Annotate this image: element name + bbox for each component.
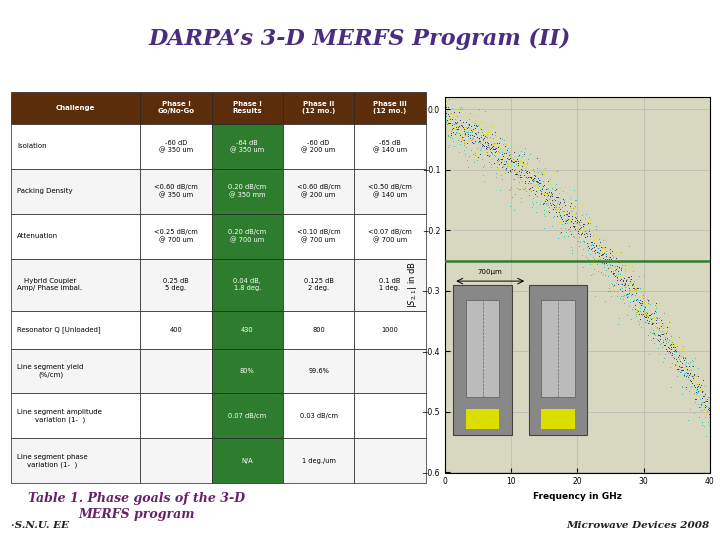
Text: Isolation: Isolation — [17, 143, 47, 150]
Text: N/A: N/A — [241, 458, 253, 464]
Bar — [140, 92, 212, 124]
Text: 800: 800 — [312, 327, 325, 333]
Text: Microwave Devices 2008: Microwave Devices 2008 — [566, 521, 709, 530]
Text: 0.20 dB/cm
@ 350 mm: 0.20 dB/cm @ 350 mm — [228, 185, 266, 198]
Text: <0.60 dB/cm
@ 200 um: <0.60 dB/cm @ 200 um — [297, 185, 341, 198]
Text: 99.6%: 99.6% — [308, 368, 329, 374]
Text: Attenuation: Attenuation — [17, 233, 58, 239]
Bar — [212, 259, 283, 310]
Bar — [11, 438, 140, 483]
Text: DARPA’s 3-D MERFS Program (II): DARPA’s 3-D MERFS Program (II) — [149, 28, 571, 50]
Text: 0.07 dB/cm: 0.07 dB/cm — [228, 413, 266, 419]
Bar — [11, 214, 140, 259]
Bar — [283, 214, 354, 259]
Bar — [354, 169, 426, 214]
Bar — [354, 438, 426, 483]
Bar — [354, 394, 426, 438]
Bar — [283, 124, 354, 169]
Bar — [11, 310, 140, 348]
Bar — [140, 348, 212, 394]
Bar — [140, 394, 212, 438]
Text: 1 deg./um: 1 deg./um — [302, 458, 336, 464]
Text: Phase II
(12 mo.): Phase II (12 mo.) — [302, 102, 336, 114]
Text: <0.10 dB/cm
@ 700 um: <0.10 dB/cm @ 700 um — [297, 230, 341, 243]
Text: <0.60 dB/cm
@ 350 um: <0.60 dB/cm @ 350 um — [154, 185, 198, 198]
Bar — [11, 394, 140, 438]
Text: Challenge: Challenge — [56, 105, 95, 111]
Text: 400: 400 — [170, 327, 182, 333]
Text: ·S.N.U. EE: ·S.N.U. EE — [11, 521, 68, 530]
Bar — [212, 124, 283, 169]
Text: Resonator Q [Unloaded]: Resonator Q [Unloaded] — [17, 326, 101, 333]
Bar — [283, 348, 354, 394]
Bar — [354, 124, 426, 169]
Text: Hybrid Coupler
Amp/ Phase imbal.: Hybrid Coupler Amp/ Phase imbal. — [17, 278, 82, 291]
Text: -64 dB
@ 350 um: -64 dB @ 350 um — [230, 139, 264, 153]
Bar — [140, 124, 212, 169]
Text: 0.03 dB/cm: 0.03 dB/cm — [300, 413, 338, 419]
Text: Phase I
Results: Phase I Results — [233, 102, 262, 114]
Bar — [283, 310, 354, 348]
Bar — [212, 169, 283, 214]
Text: Packing Density: Packing Density — [17, 188, 73, 194]
Bar — [11, 169, 140, 214]
Bar — [212, 310, 283, 348]
Bar — [212, 348, 283, 394]
Bar — [11, 348, 140, 394]
Bar — [354, 92, 426, 124]
Text: 1000: 1000 — [382, 327, 398, 333]
Bar — [140, 259, 212, 310]
Bar — [283, 92, 354, 124]
Text: <0.25 dB/cm
@ 700 um: <0.25 dB/cm @ 700 um — [154, 230, 198, 243]
Text: 0.1 dB
1 deg.: 0.1 dB 1 deg. — [379, 278, 400, 291]
Bar — [140, 169, 212, 214]
Text: -65 dB
@ 140 um: -65 dB @ 140 um — [373, 139, 407, 153]
Bar — [283, 394, 354, 438]
Bar — [11, 92, 140, 124]
X-axis label: Frequency in GHz: Frequency in GHz — [533, 492, 622, 501]
Text: Phase III
(12 mo.): Phase III (12 mo.) — [373, 102, 407, 114]
Bar — [283, 169, 354, 214]
Text: Line segment phase
variation (1-  ): Line segment phase variation (1- ) — [17, 454, 88, 468]
Bar — [354, 259, 426, 310]
Text: 0.20 dB/cm
@ 700 um: 0.20 dB/cm @ 700 um — [228, 230, 266, 243]
Bar — [140, 310, 212, 348]
Bar — [283, 259, 354, 310]
Bar — [140, 438, 212, 483]
Text: -60 dD
@ 350 um: -60 dD @ 350 um — [159, 139, 193, 153]
Text: -60 dD
@ 200 um: -60 dD @ 200 um — [302, 139, 336, 153]
Text: 0.125 dB
2 deg.: 0.125 dB 2 deg. — [304, 278, 333, 291]
Text: 430: 430 — [241, 327, 253, 333]
Bar — [212, 92, 283, 124]
Text: <0.50 dB/cm
@ 140 um: <0.50 dB/cm @ 140 um — [368, 185, 412, 198]
Text: Line segment amplitude
variation (1-  ): Line segment amplitude variation (1- ) — [17, 409, 102, 423]
Bar — [212, 214, 283, 259]
Text: 0.04 dB,
1.8 deg.: 0.04 dB, 1.8 deg. — [233, 278, 261, 291]
Text: Table 1. Phase goals of the 3-D: Table 1. Phase goals of the 3-D — [28, 492, 246, 505]
Y-axis label: $|S_{2,1}|$ in dB: $|S_{2,1}|$ in dB — [406, 261, 419, 308]
Text: Phase I
Go/No-Go: Phase I Go/No-Go — [158, 102, 194, 114]
Text: <0.07 dB/cm
@ 700 um: <0.07 dB/cm @ 700 um — [368, 230, 412, 243]
Bar — [283, 438, 354, 483]
Bar — [11, 124, 140, 169]
Text: 80%: 80% — [240, 368, 255, 374]
Bar — [354, 310, 426, 348]
Text: MERFS program: MERFS program — [78, 508, 195, 521]
Bar — [354, 214, 426, 259]
Text: 0.25 dB
5 deg.: 0.25 dB 5 deg. — [163, 278, 189, 291]
Bar — [212, 394, 283, 438]
Text: Line segment yield
(%/cm): Line segment yield (%/cm) — [17, 364, 84, 378]
Bar — [140, 214, 212, 259]
Bar — [212, 438, 283, 483]
Bar — [11, 259, 140, 310]
Bar — [354, 348, 426, 394]
